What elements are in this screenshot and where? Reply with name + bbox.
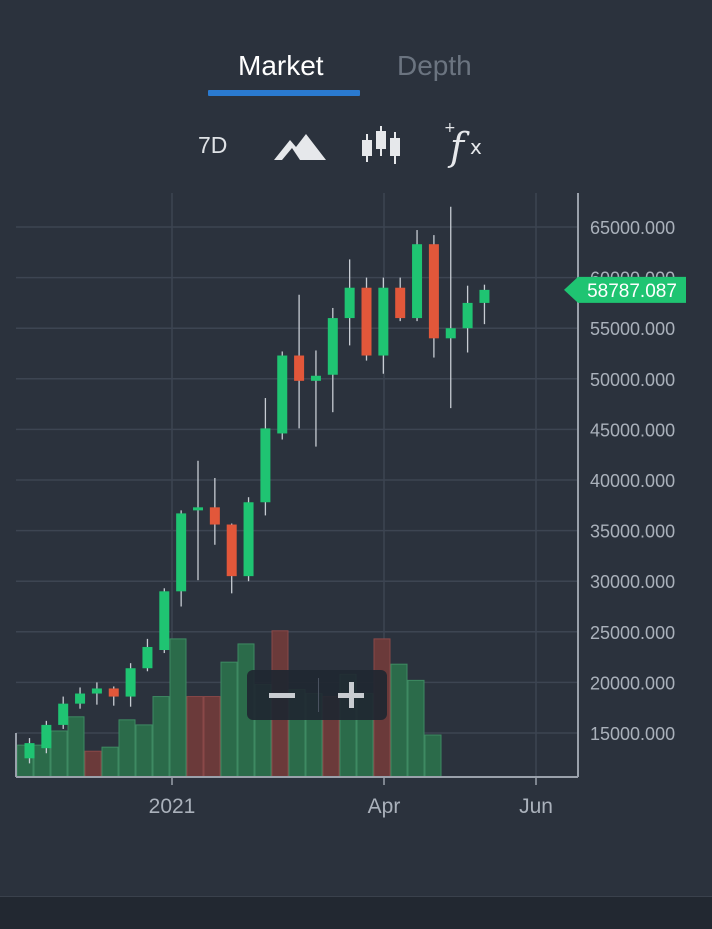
candle-body	[58, 703, 69, 725]
y-tick-label: 15000.000	[590, 724, 675, 744]
y-tick-label: 30000.000	[590, 572, 675, 592]
candle-body	[260, 428, 271, 503]
zoom-controls	[247, 670, 387, 720]
candle-body	[378, 287, 389, 356]
minus-icon	[269, 693, 295, 698]
x-tick-label: Jun	[519, 795, 553, 818]
candle-body	[75, 693, 86, 704]
y-tick-label: 20000.000	[590, 673, 675, 693]
candle-body	[193, 507, 203, 511]
svg-text:+: +	[444, 120, 456, 136]
price-chart[interactable]: 15000.000 20000.000 25000.000 30000.000 3500…	[0, 180, 712, 840]
volume-bar	[118, 719, 136, 778]
volume-bar	[220, 661, 238, 778]
volume-bar	[33, 744, 51, 778]
candle-body	[412, 244, 423, 319]
candle-body	[344, 287, 355, 319]
y-tick-label: 65000.000	[590, 218, 675, 238]
interval-selector[interactable]: 7D	[198, 132, 228, 158]
candle-body	[142, 646, 153, 669]
volume-bar	[135, 724, 153, 778]
price-label: 58787.087	[587, 281, 677, 302]
svg-text:f: f	[447, 125, 470, 169]
candle-body	[125, 668, 136, 697]
y-tick-label: 50000.000	[590, 370, 675, 390]
candle-body	[209, 507, 220, 525]
tab-bar: Market Depth	[0, 50, 712, 100]
zoom-divider	[318, 678, 319, 712]
svg-text:x: x	[470, 135, 482, 159]
volume-bar	[390, 663, 408, 778]
candle-body	[176, 513, 187, 592]
y-tick-label: 55000.000	[590, 319, 675, 339]
candle-body	[395, 287, 406, 319]
candle-body	[310, 375, 321, 381]
candle-body	[159, 591, 170, 651]
candle-body	[445, 328, 456, 339]
candle-body	[24, 743, 35, 759]
bottom-bar	[0, 896, 712, 929]
volume-bar	[424, 734, 442, 778]
price-tag	[564, 276, 686, 303]
candle-body	[108, 688, 119, 697]
chart-toolbar: 7D + f x	[0, 118, 712, 174]
volume-bar	[203, 696, 221, 778]
volume-bar	[84, 750, 102, 778]
candle-body	[226, 524, 237, 577]
x-tick-label: 2021	[149, 795, 196, 818]
y-tick-label: 25000.000	[590, 623, 675, 643]
candlestick-icon[interactable]	[358, 122, 404, 168]
active-tab-indicator	[208, 90, 360, 96]
tab-depth[interactable]: Depth	[397, 50, 472, 81]
candle-body	[41, 724, 52, 749]
volume-bar	[186, 696, 204, 778]
y-tick-label: 45000.000	[590, 420, 675, 440]
zoom-out-button[interactable]	[247, 670, 317, 720]
tab-market[interactable]: Market	[238, 50, 324, 81]
volume-bar	[50, 730, 68, 778]
volume-bar	[169, 638, 187, 778]
volume-bar	[101, 746, 119, 778]
zoom-in-button[interactable]	[317, 670, 387, 720]
area-chart-icon[interactable]	[272, 126, 330, 164]
candle-body	[243, 502, 254, 577]
volume-bar	[407, 679, 425, 778]
candle-body	[91, 688, 102, 694]
x-tick-label: Apr	[368, 795, 401, 818]
indicator-fx-icon[interactable]: + f x	[442, 118, 494, 170]
candle-body	[479, 289, 490, 303]
candle-body	[428, 244, 439, 339]
candle-body	[277, 355, 288, 434]
candle-body	[294, 355, 305, 381]
y-tick-label: 40000.000	[590, 471, 675, 491]
volume-bar	[152, 696, 170, 778]
current-price-marker: 58787.087	[564, 276, 686, 303]
volume-bar	[67, 716, 85, 778]
y-tick-label: 35000.000	[590, 522, 675, 542]
candle-body	[361, 287, 372, 356]
candle-body	[462, 302, 473, 329]
candle-body	[327, 318, 338, 375]
